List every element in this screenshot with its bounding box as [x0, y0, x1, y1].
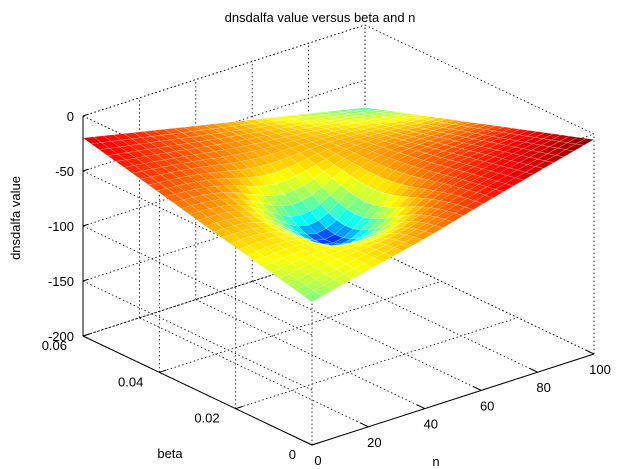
surface	[82, 107, 595, 303]
tick-mark-value	[82, 168, 89, 172]
tick-label-beta: 0.04	[118, 374, 143, 389]
tick-label-beta: 0.02	[194, 411, 219, 426]
tick-label-beta: 0.06	[42, 338, 67, 353]
z-axis-label: dnsdalfa value	[8, 176, 23, 260]
axis-line-n	[311, 353, 595, 446]
tick-mark-n	[529, 367, 538, 373]
tick-label-n: 40	[424, 417, 438, 432]
tick-labels: 0 20 40 60 80 100 0 0.02 0.04 0.06 0 -50 -100 -150 -20…	[42, 109, 611, 468]
tick-label-value: -50	[55, 164, 74, 179]
tick-mark-n	[472, 386, 482, 391]
tick-label-value: 0	[67, 109, 74, 124]
tick-mark-value	[82, 278, 89, 282]
tick-label-n: 20	[367, 435, 381, 450]
tick-label-beta: 0	[289, 447, 296, 462]
tick-mark-beta	[159, 369, 167, 373]
tick-label-n: 80	[536, 380, 550, 395]
tick-label-n: 100	[589, 362, 611, 377]
tick-label-n: 0	[314, 453, 321, 468]
grid-line-beta-floor	[159, 280, 442, 373]
tick-mark-value	[82, 223, 89, 227]
x-axis-label: n	[432, 454, 439, 469]
tick-mark-n	[360, 422, 369, 428]
tick-mark-n	[416, 404, 426, 410]
tick-label-n: 60	[480, 398, 494, 413]
grid-line-beta-floor	[235, 317, 518, 410]
tick-mark-value	[82, 113, 89, 117]
tick-label-value: -150	[48, 274, 74, 289]
grid-line-beta-floor	[82, 244, 366, 337]
tick-label-value: -200	[48, 329, 74, 344]
tick-mark-beta	[235, 405, 243, 410]
grid-line-z-back-wall	[82, 24, 366, 117]
surface-patch	[82, 136, 102, 145]
tick-mark-beta	[311, 442, 320, 446]
tick-mark-n	[303, 440, 313, 446]
axis-line-beta	[82, 335, 313, 446]
tick-mark-n	[585, 349, 595, 355]
tick-label-value: -100	[48, 219, 74, 234]
chart-title: dnsdalfa value versus beta and n	[225, 10, 416, 25]
tick-mark-value	[82, 333, 89, 337]
y-axis-label: beta	[157, 446, 183, 461]
